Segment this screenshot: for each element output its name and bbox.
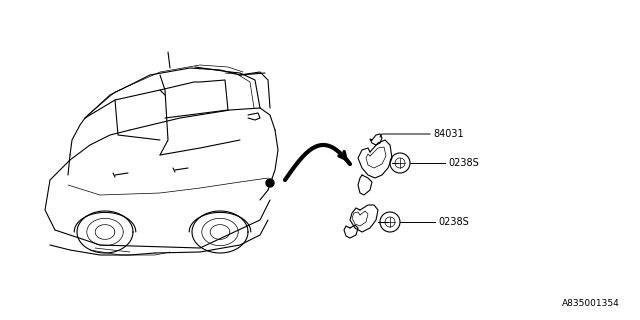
Text: 84031: 84031 bbox=[433, 129, 463, 139]
Circle shape bbox=[266, 179, 274, 187]
Text: 0238S: 0238S bbox=[438, 217, 468, 227]
Text: 0238S: 0238S bbox=[448, 158, 479, 168]
Circle shape bbox=[266, 179, 274, 187]
Text: A835001354: A835001354 bbox=[563, 299, 620, 308]
